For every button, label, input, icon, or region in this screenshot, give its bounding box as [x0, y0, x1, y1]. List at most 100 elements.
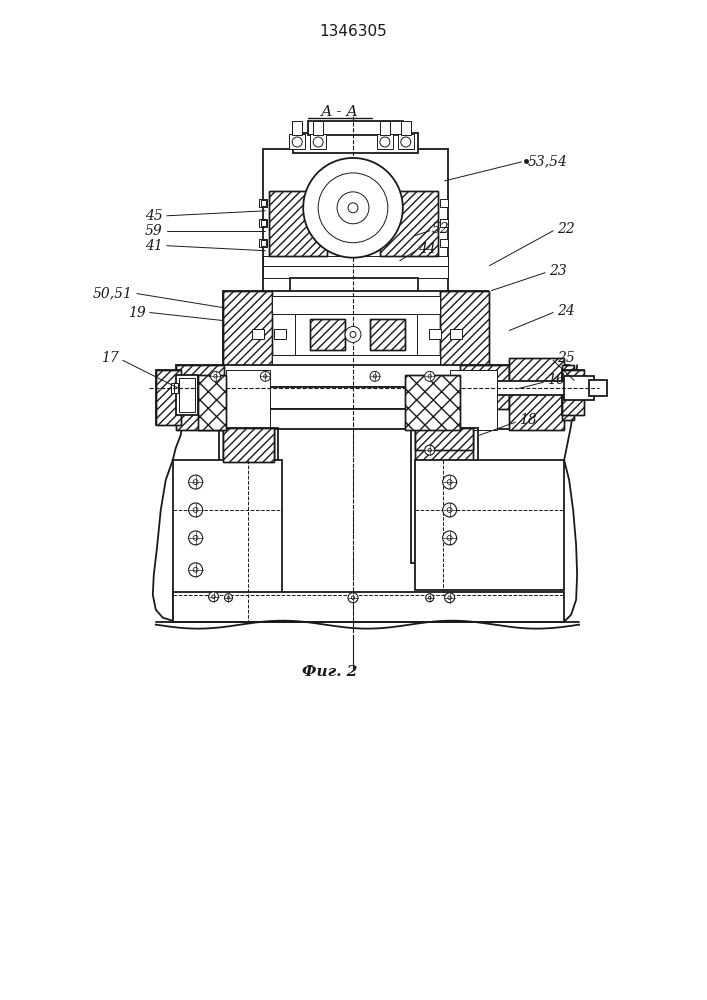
Bar — [370, 319, 405, 350]
Circle shape — [193, 508, 198, 512]
Text: 59: 59 — [145, 224, 163, 238]
Bar — [223, 430, 274, 595]
Bar — [377, 134, 393, 149]
Bar — [263, 256, 448, 266]
Bar — [564, 376, 594, 400]
Circle shape — [370, 371, 380, 381]
Circle shape — [380, 137, 390, 147]
Circle shape — [189, 531, 203, 545]
Text: 44: 44 — [418, 242, 436, 256]
Bar — [291, 278, 418, 296]
Circle shape — [303, 158, 403, 258]
Circle shape — [448, 480, 452, 484]
Circle shape — [214, 375, 217, 378]
Bar — [310, 319, 345, 350]
Bar — [223, 291, 489, 370]
Bar — [156, 370, 181, 425]
Bar — [380, 191, 438, 256]
Bar — [308, 121, 403, 135]
Bar — [198, 375, 226, 430]
Bar — [440, 239, 448, 247]
Bar — [415, 460, 564, 590]
Circle shape — [443, 475, 457, 489]
Bar — [269, 191, 327, 256]
Bar — [198, 375, 226, 430]
Circle shape — [345, 326, 361, 342]
Circle shape — [443, 503, 457, 517]
Circle shape — [292, 137, 302, 147]
Bar — [405, 375, 460, 430]
Bar — [262, 200, 267, 206]
Bar — [269, 191, 327, 256]
Bar — [411, 428, 477, 563]
Bar — [562, 365, 574, 420]
Bar — [223, 428, 274, 462]
Circle shape — [448, 508, 452, 512]
Circle shape — [425, 371, 435, 381]
Circle shape — [428, 375, 431, 378]
Bar — [179, 378, 194, 412]
Bar — [562, 370, 584, 415]
Circle shape — [348, 203, 358, 213]
Bar — [259, 219, 267, 227]
Bar — [296, 314, 416, 355]
Bar — [450, 329, 462, 339]
Bar — [460, 365, 509, 409]
Bar — [223, 430, 274, 595]
Circle shape — [193, 480, 198, 484]
Circle shape — [401, 137, 411, 147]
Text: 23: 23 — [549, 264, 567, 278]
Bar — [176, 387, 569, 409]
Circle shape — [189, 563, 203, 577]
Circle shape — [260, 371, 270, 381]
Bar — [173, 460, 282, 620]
Bar — [262, 240, 267, 246]
Bar — [562, 370, 584, 415]
Bar — [156, 370, 181, 425]
Text: 18: 18 — [520, 413, 537, 427]
Text: 25: 25 — [557, 351, 575, 365]
Circle shape — [227, 596, 230, 599]
Bar — [380, 191, 438, 256]
Circle shape — [193, 567, 198, 572]
Circle shape — [428, 596, 431, 599]
Bar — [272, 296, 440, 314]
Circle shape — [264, 375, 267, 378]
Bar — [401, 121, 411, 135]
Text: 53,54: 53,54 — [527, 154, 567, 168]
Bar — [440, 219, 448, 227]
Bar — [292, 121, 302, 135]
Bar — [562, 365, 574, 420]
Circle shape — [448, 535, 452, 540]
Bar — [289, 134, 305, 149]
Text: 45: 45 — [145, 209, 163, 223]
Bar — [263, 149, 448, 294]
Bar — [293, 133, 418, 153]
Bar — [440, 291, 489, 370]
Bar — [226, 370, 270, 435]
Bar — [589, 380, 607, 396]
Bar — [196, 409, 520, 429]
Circle shape — [348, 593, 358, 603]
Bar — [415, 430, 472, 560]
Bar — [223, 291, 272, 370]
Bar — [223, 428, 274, 462]
Bar — [428, 329, 440, 339]
Text: 52: 52 — [432, 222, 450, 236]
Bar — [440, 199, 448, 207]
Bar — [562, 370, 584, 415]
Circle shape — [443, 531, 457, 545]
Bar — [263, 266, 448, 278]
Text: 17: 17 — [101, 351, 119, 365]
Text: 19: 19 — [128, 306, 146, 320]
Bar — [176, 365, 223, 430]
Bar — [440, 291, 489, 370]
Text: 50,51: 50,51 — [93, 287, 133, 301]
Text: Фиг. 2: Фиг. 2 — [303, 665, 358, 679]
Bar — [176, 365, 223, 430]
Bar — [156, 370, 181, 425]
Bar — [489, 381, 589, 395]
Bar — [310, 319, 345, 350]
Bar — [173, 592, 564, 622]
Bar — [259, 239, 267, 247]
